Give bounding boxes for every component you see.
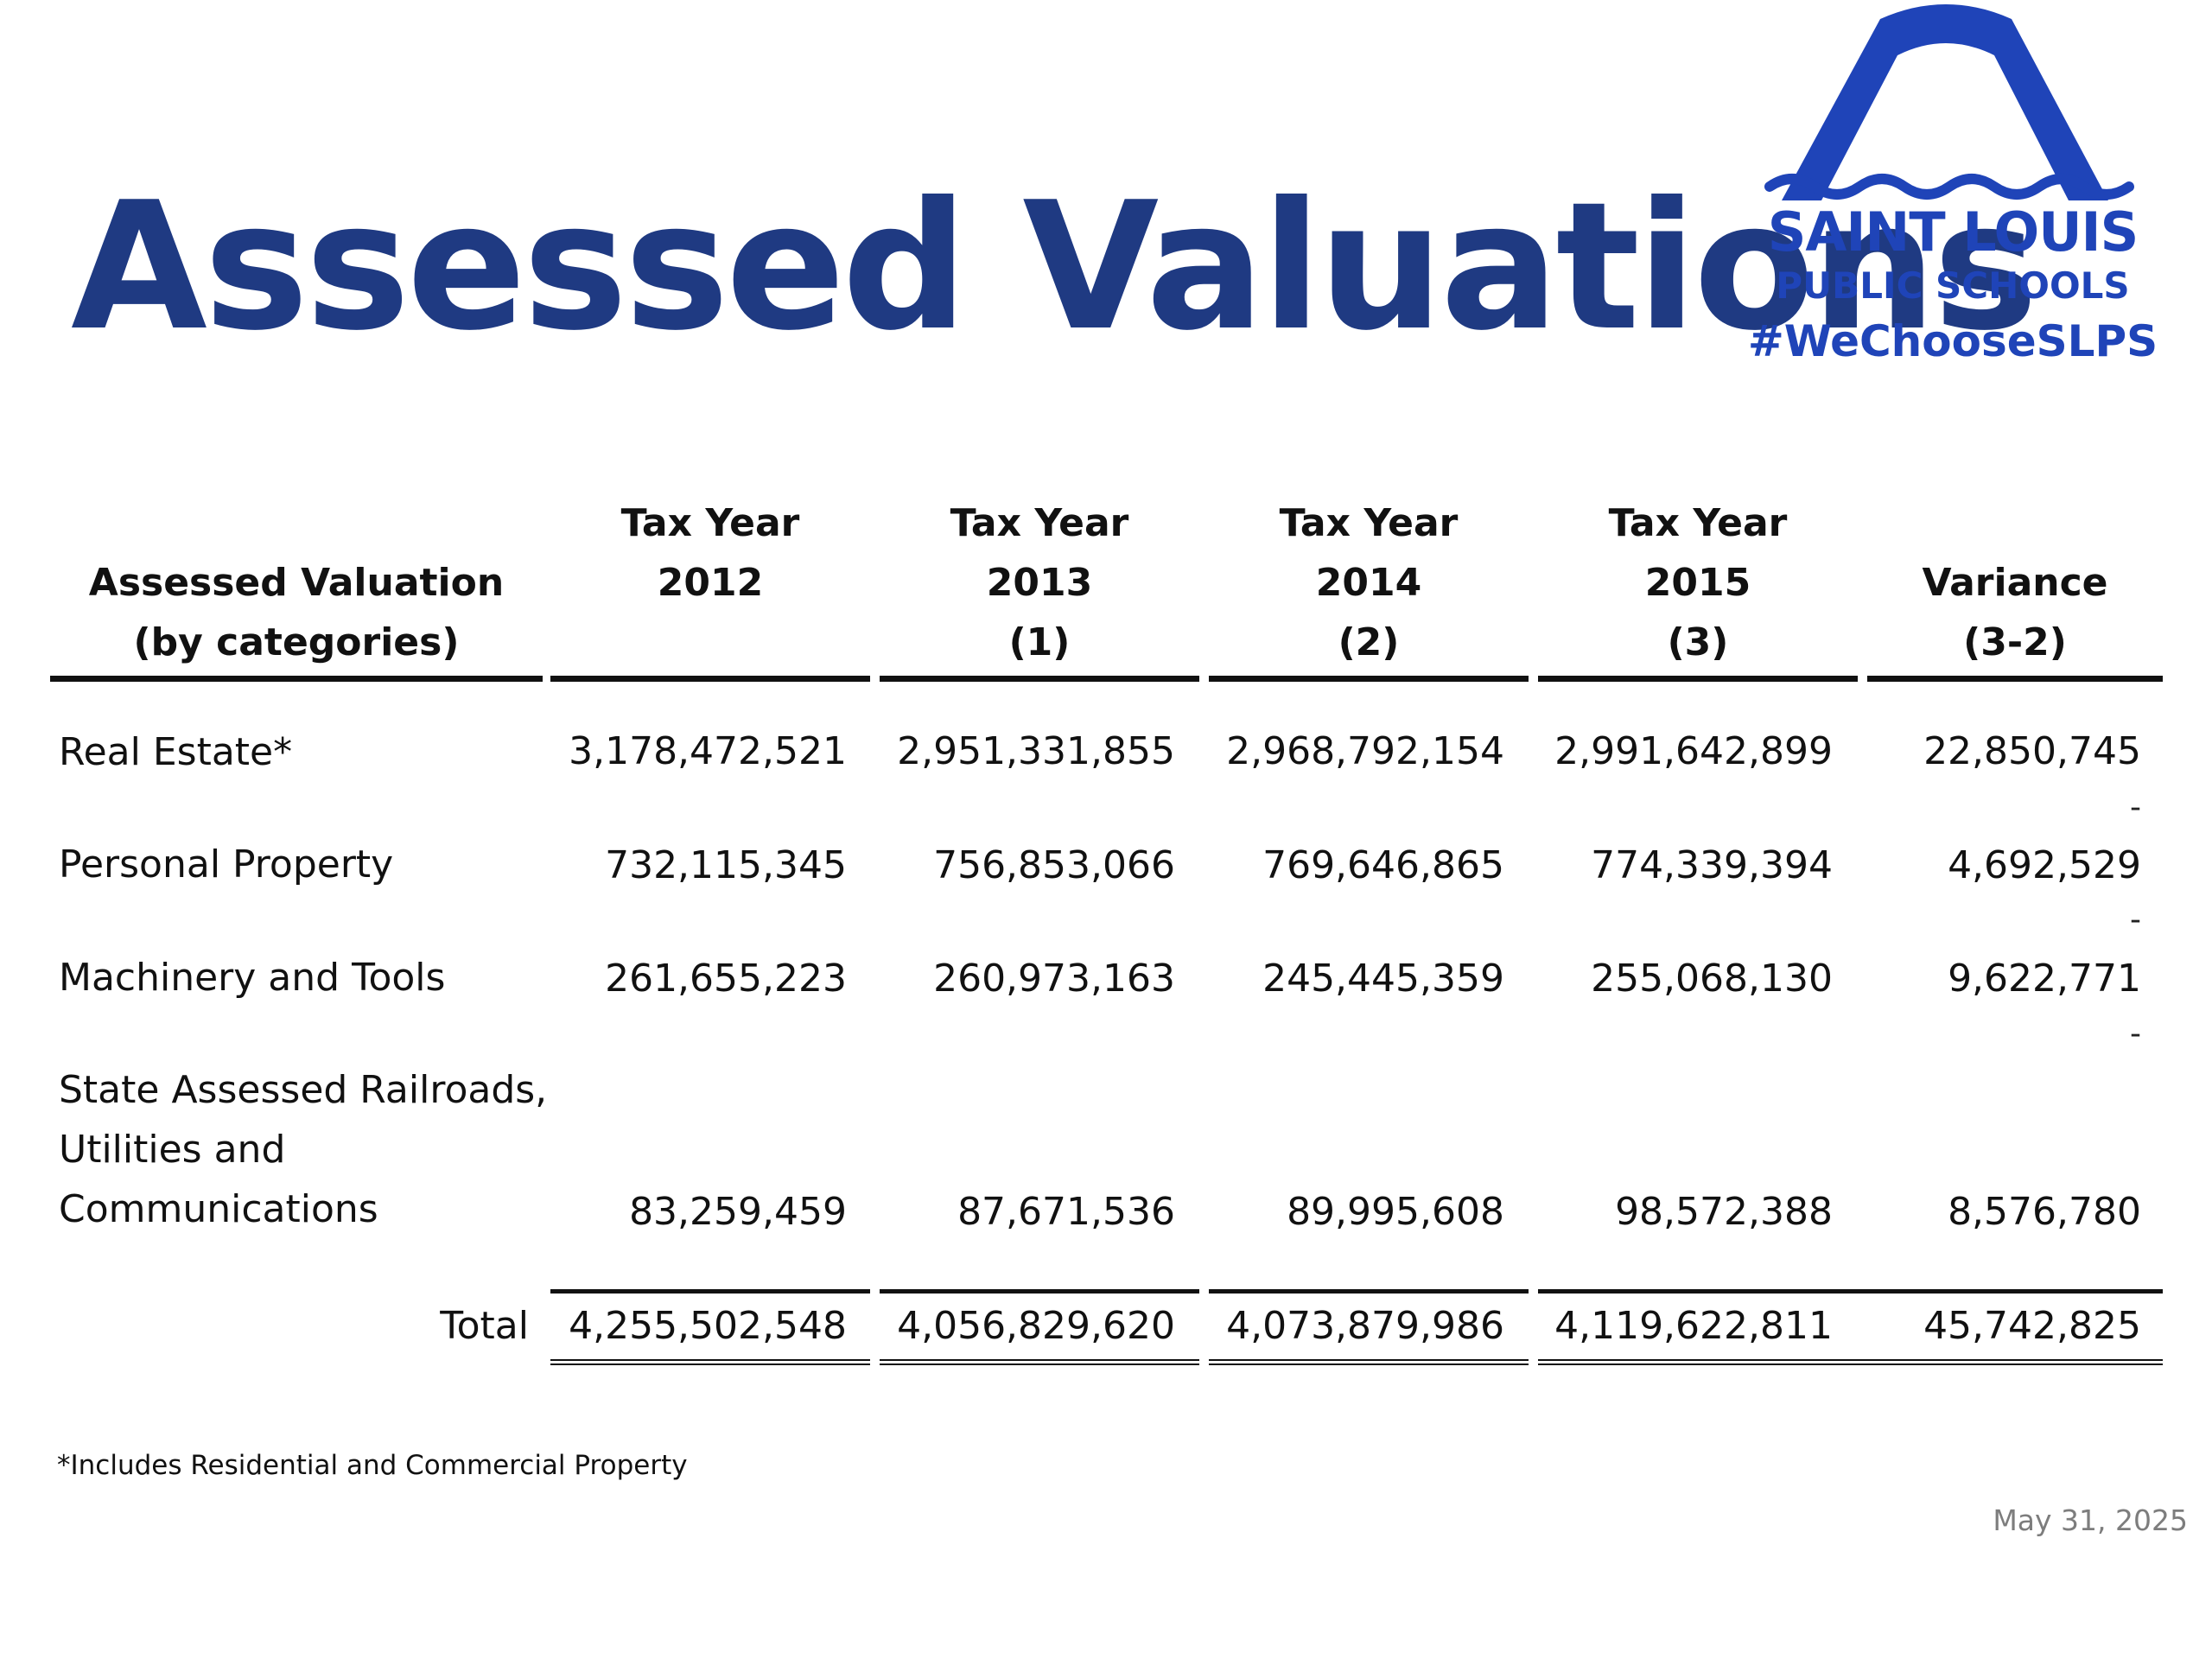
row-state-assessed-tax-year-2015: 98,572,388: [1615, 1190, 1833, 1234]
header-line: 2012: [657, 561, 764, 605]
header-line: Variance: [1922, 561, 2108, 605]
row-personal-property-tax-year-2015: 774,339,394: [1591, 843, 1833, 887]
row-personal-property-label: Personal Property: [59, 842, 394, 887]
header-tax-year-2014: Tax Year 2014 (2): [1209, 501, 1529, 682]
row-real-estate-tax-year-2015: 2,991,642,899: [1554, 729, 1833, 773]
row-machinery-tools-tax-year-2014: 245,445,359: [1262, 957, 1504, 1001]
header-line: Tax Year: [950, 501, 1129, 545]
row-machinery-tools-tax-year-2012: 261,655,223: [605, 957, 847, 1001]
header-line: (3): [1667, 620, 1729, 664]
row-personal-property-tax-year-2012: 732,115,345: [605, 843, 847, 887]
row-real-estate-variance-dash: -: [2130, 790, 2141, 825]
row-real-estate-tax-year-2012: 3,178,472,521: [569, 729, 847, 773]
row-real-estate-tax-year-2014: 2,968,792,154: [1226, 729, 1504, 773]
page-title: Assessed Valuations: [71, 165, 2038, 370]
header-line: Assessed Valuation: [88, 561, 505, 605]
logo-text-saint-louis: SAINT LOUIS: [1767, 200, 2139, 264]
total-tax-year-2014: 4,073,879,986: [1226, 1304, 1504, 1348]
header-line: (2): [1338, 620, 1400, 664]
row-state-assessed-label: Communications: [59, 1187, 378, 1231]
row-machinery-tools-tax-year-2013: 260,973,163: [933, 957, 1175, 1001]
total-tax-year-2015: 4,119,622,811: [1554, 1304, 1833, 1348]
header-category: Assessed Valuation (by categories): [50, 501, 543, 682]
logo-text-public-schools: PUBLIC SCHOOLS: [1776, 264, 2130, 307]
row-state-assessed-label: Utilities and: [59, 1128, 286, 1172]
row-machinery-tools-variance: 9,622,771: [1948, 957, 2141, 1001]
row-state-assessed-tax-year-2014: 89,995,608: [1287, 1190, 1504, 1234]
row-personal-property-variance-dash: -: [2130, 902, 2141, 938]
header-tax-year-2012: Tax Year 2012: [550, 501, 870, 682]
row-personal-property-tax-year-2013: 756,853,066: [933, 843, 1175, 887]
header-tax-year-2015: Tax Year 2015 (3): [1538, 501, 1858, 682]
header-line: 2014: [1315, 561, 1422, 605]
header-line: Tax Year: [1279, 501, 1459, 545]
row-state-assessed-label: State Assessed Railroads,: [59, 1068, 548, 1112]
total-label: Total: [440, 1304, 529, 1348]
header-line: (by categories): [133, 620, 460, 664]
header-line: Tax Year: [1608, 501, 1788, 545]
footnote: *Includes Residential and Commercial Pro…: [57, 1450, 688, 1481]
row-real-estate-tax-year-2013: 2,951,331,855: [897, 729, 1175, 773]
row-state-assessed-variance: 8,576,780: [1948, 1190, 2141, 1234]
header-variance: Variance (3-2): [1867, 501, 2163, 682]
school-logo: SAINT LOUIS PUBLIC SCHOOLS #WeChooseSLPS: [1719, 0, 2186, 380]
slide-date: May 31, 2025: [1993, 1503, 2188, 1537]
header-line: Tax Year: [620, 501, 800, 545]
row-machinery-tools-tax-year-2015: 255,068,130: [1591, 957, 1833, 1001]
header-tax-year-2013: Tax Year 2013 (1): [880, 501, 1199, 682]
header-line: [621, 613, 800, 672]
row-state-assessed-tax-year-2012: 83,259,459: [629, 1190, 847, 1234]
row-machinery-tools-variance-dash: -: [2130, 1016, 2141, 1052]
total-rule: [550, 1289, 870, 1365]
header-line: 2013: [986, 561, 1093, 605]
header-line: (3-2): [1963, 620, 2067, 664]
total-tax-year-2012: 4,255,502,548: [569, 1304, 847, 1348]
arch-icon: [1764, 4, 2134, 200]
row-state-assessed-tax-year-2013: 87,671,536: [957, 1190, 1175, 1234]
row-machinery-tools-label: Machinery and Tools: [59, 956, 446, 1000]
total-variance: 45,742,825: [1923, 1304, 2141, 1348]
row-real-estate-variance: 22,850,745: [1923, 729, 2141, 773]
logo-hashtag: #WeChooseSLPS: [1747, 316, 2158, 366]
total-rule: [880, 1289, 1199, 1365]
header-line: (1): [1008, 620, 1071, 664]
row-real-estate-label: Real Estate*: [59, 730, 293, 774]
total-rule: [1209, 1289, 1529, 1365]
header-line: 2015: [1644, 561, 1751, 605]
total-rule: [1538, 1289, 2163, 1365]
row-personal-property-variance: 4,692,529: [1948, 843, 2141, 887]
row-personal-property-tax-year-2014: 769,646,865: [1262, 843, 1504, 887]
total-tax-year-2013: 4,056,829,620: [897, 1304, 1175, 1348]
